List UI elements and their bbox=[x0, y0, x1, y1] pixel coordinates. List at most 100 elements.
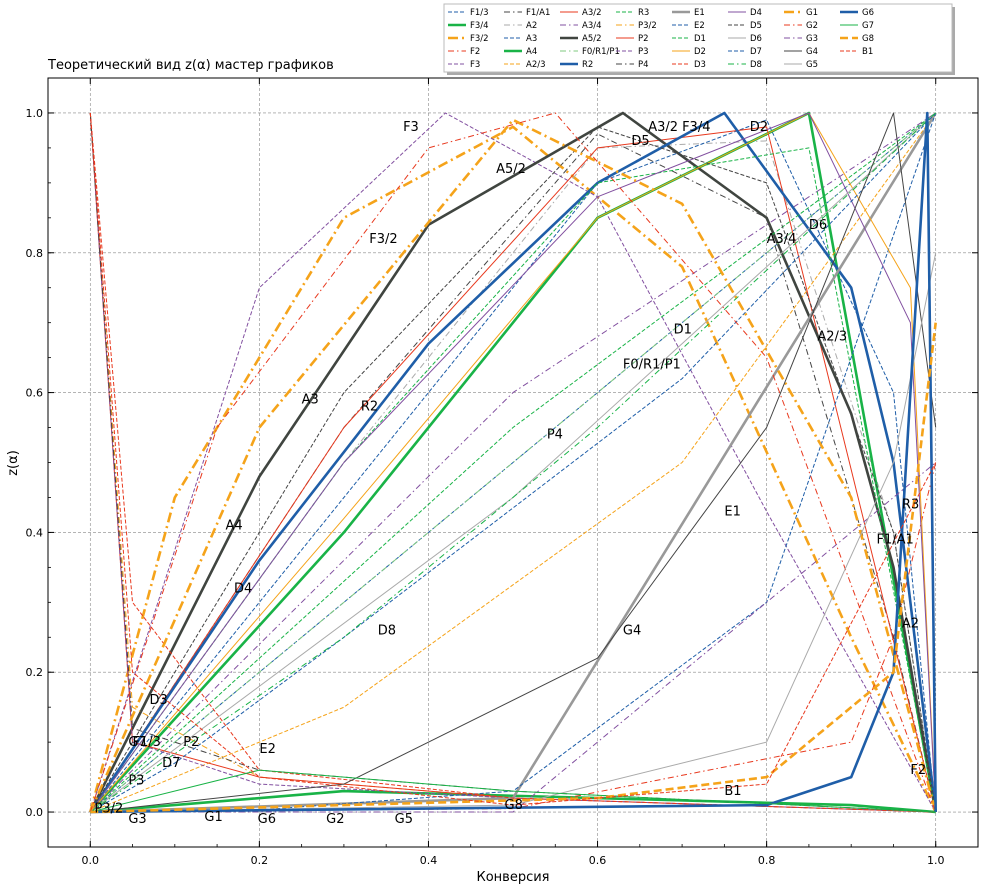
x-tick-label: 0.4 bbox=[420, 854, 438, 867]
legend-entry: D6 bbox=[750, 34, 762, 44]
curve-label: A5/2 bbox=[496, 162, 526, 177]
y-tick-label: 0.2 bbox=[26, 666, 44, 679]
series-line-d3 bbox=[89, 112, 936, 813]
curve-label: F0/R1/P1 bbox=[623, 358, 681, 373]
legend-entry: F3/2 bbox=[470, 34, 489, 44]
curve-label: A3/2 bbox=[648, 120, 678, 135]
curve-label: A3/4 bbox=[767, 232, 797, 247]
chart-title: Теоретический вид z(α) мастер графиков bbox=[47, 58, 334, 73]
series-line-b1 bbox=[89, 112, 937, 806]
series-line-d7 bbox=[90, 112, 937, 813]
legend: F1/3 F3/4 F3/2 F2 F3 F1/A1 A2 A3 A4 A2/3 A3/2 A3/4 A… bbox=[443, 3, 955, 75]
legend-entry: G5 bbox=[806, 60, 818, 70]
legend-entry: A5/2 bbox=[582, 34, 602, 44]
legend-entry: F3 bbox=[470, 60, 480, 70]
series-line-d8 bbox=[90, 112, 937, 813]
legend-entry: P2 bbox=[638, 34, 649, 44]
curve-label: D5 bbox=[631, 134, 649, 149]
legend-entry: D7 bbox=[750, 47, 762, 57]
series-group bbox=[89, 111, 937, 814]
series-line-g6 bbox=[90, 111, 937, 814]
legend-entry: R2 bbox=[582, 60, 593, 70]
x-tick-label: 0.0 bbox=[82, 854, 100, 867]
legend-entry: P3/2 bbox=[638, 21, 657, 31]
y-tick-label: 0.8 bbox=[26, 247, 44, 260]
legend-entry: A2/3 bbox=[526, 60, 546, 70]
curve-label: G6 bbox=[258, 812, 276, 827]
series-line-f0-r1-p1 bbox=[89, 112, 937, 813]
legend-entry: B1 bbox=[862, 47, 873, 57]
axis-ticks: 0.0 0.2 0.4 0.6 0.8 1.0 0.0 0.2 0.4 0.6 0.8 1.0 bbox=[26, 78, 978, 867]
curve-label: R2 bbox=[361, 400, 378, 415]
legend-entry: D1 bbox=[694, 34, 706, 44]
legend-entry: F0/R1/P1 bbox=[582, 47, 620, 57]
curve-label: G2 bbox=[326, 812, 344, 827]
y-tick-label: 1.0 bbox=[26, 107, 44, 120]
series-line-g1 bbox=[89, 118, 937, 813]
legend-entry: F3/4 bbox=[470, 21, 489, 31]
legend-entry: G8 bbox=[862, 34, 874, 44]
curve-label: A4 bbox=[226, 518, 243, 533]
curve-label: D6 bbox=[809, 218, 827, 233]
y-tick-label: 0.6 bbox=[26, 387, 44, 400]
curve-label: F3/4 bbox=[682, 120, 710, 135]
curve-label: F1/A1 bbox=[877, 532, 914, 547]
legend-box bbox=[443, 3, 953, 73]
legend-entry: P3 bbox=[638, 47, 649, 57]
curve-label: G8 bbox=[505, 798, 523, 813]
y-axis-label: z(α) bbox=[6, 450, 21, 476]
legend-entry: D5 bbox=[750, 21, 762, 31]
curve-label: G5 bbox=[395, 812, 413, 827]
series-line-d1 bbox=[89, 112, 936, 813]
curve-label: D4 bbox=[234, 581, 252, 596]
legend-entry: F1/3 bbox=[470, 8, 489, 18]
legend-entry: D3 bbox=[694, 60, 706, 70]
x-tick-label: 1.0 bbox=[927, 854, 945, 867]
legend-entry: G6 bbox=[862, 8, 874, 18]
series-line-g8 bbox=[90, 322, 937, 814]
legend-entry: A3/2 bbox=[582, 8, 602, 18]
curve-label: G3 bbox=[128, 812, 146, 827]
legend-entry: G3 bbox=[806, 34, 818, 44]
series-line-p3 bbox=[89, 112, 936, 813]
curve-label: D8 bbox=[378, 623, 396, 638]
curve-label: F3 bbox=[403, 120, 419, 135]
series-line-a3 bbox=[89, 119, 937, 813]
curve-label: F3/2 bbox=[369, 232, 397, 247]
legend-entry: A3/4 bbox=[582, 21, 602, 31]
series-line-g4 bbox=[90, 112, 937, 813]
curve-label: R3 bbox=[902, 497, 919, 512]
series-line-a5-2 bbox=[89, 111, 937, 813]
series-line-g5 bbox=[90, 252, 937, 813]
curve-label: E1 bbox=[724, 504, 741, 519]
legend-entry: E2 bbox=[694, 21, 705, 31]
legend-entry: P4 bbox=[638, 60, 649, 70]
legend-entry: D4 bbox=[750, 8, 762, 18]
legend-entry: F2 bbox=[470, 47, 480, 57]
curve-label: P3 bbox=[128, 774, 144, 789]
curve-label: P3/2 bbox=[95, 802, 124, 817]
curve-label: D3 bbox=[149, 693, 167, 708]
legend-entry: E1 bbox=[694, 8, 705, 18]
series-line-a3-2 bbox=[89, 126, 937, 813]
curve-label: A2/3 bbox=[817, 330, 847, 345]
x-axis-label: Конверсия bbox=[476, 870, 549, 885]
curve-label: G1 bbox=[204, 810, 222, 825]
legend-entry: D8 bbox=[750, 60, 762, 70]
series-line-a2-3 bbox=[90, 112, 937, 813]
series-line-d2 bbox=[89, 112, 937, 813]
series-line-d4 bbox=[89, 112, 937, 813]
curve-label: A3 bbox=[302, 393, 319, 408]
legend-entry: G2 bbox=[806, 21, 818, 31]
legend-entry: G1 bbox=[806, 8, 818, 18]
curve-labels: F3 A3/2 F3/4 D2 D5 A5/2 F3/2 A3/4 D6 D1 A2/3 F0/R1/… bbox=[95, 120, 927, 827]
x-tick-label: 0.6 bbox=[589, 854, 607, 867]
curve-label: B1 bbox=[724, 784, 741, 799]
curve-label: E2 bbox=[259, 742, 276, 757]
curve-label: F1/3 bbox=[133, 735, 161, 750]
y-tick-label: 0.4 bbox=[26, 526, 44, 539]
curve-label: D2 bbox=[750, 120, 768, 135]
curve-label: G4 bbox=[623, 623, 641, 638]
